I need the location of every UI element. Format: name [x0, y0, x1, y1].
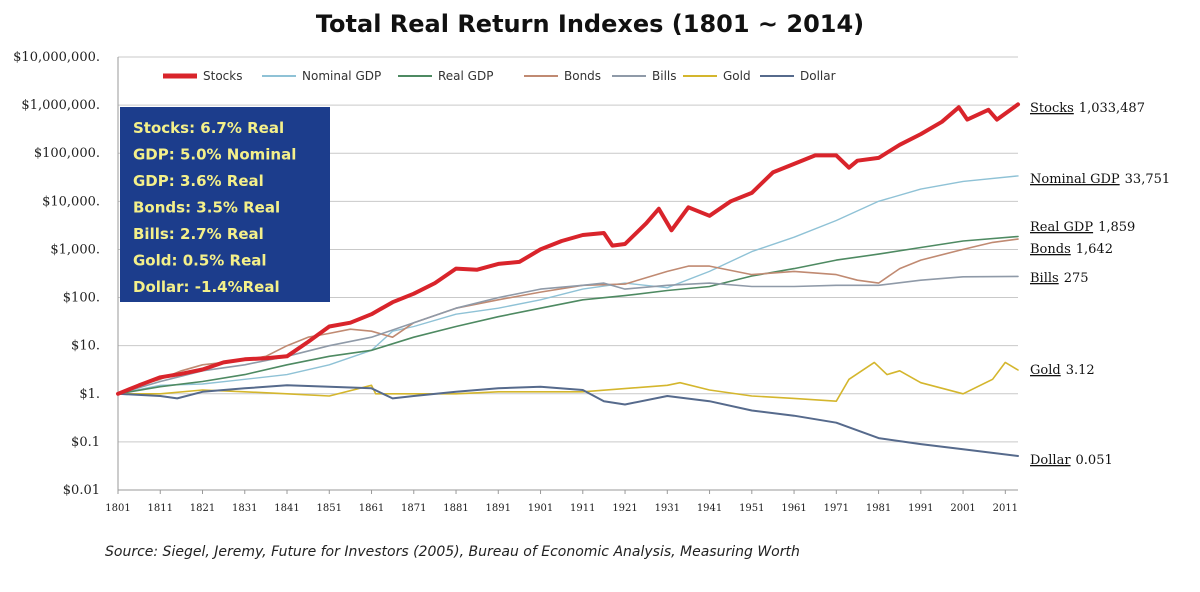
end-label-stocks: Stocks 1,033,487: [1030, 101, 1145, 116]
x-tick-label: 1891: [486, 503, 511, 514]
legend-label-gold: Gold: [723, 69, 751, 83]
end-label-bonds: Bonds 1,642: [1030, 242, 1113, 257]
end-label-name: Real GDP: [1030, 220, 1093, 235]
x-tick-label: 1921: [612, 503, 637, 514]
x-tick-label: 1971: [824, 503, 849, 514]
legend-label-bills: Bills: [652, 69, 677, 83]
x-tick-label: 1831: [232, 503, 257, 514]
x-tick-label: 2011: [993, 503, 1018, 514]
stats-line: GDP: 5.0% Nominal: [133, 146, 296, 164]
end-label-dollar: Dollar 0.051: [1030, 453, 1113, 468]
x-tick-label: 1941: [697, 503, 722, 514]
y-tick-label: $10,000,000.: [13, 50, 100, 65]
legend-label-bonds: Bonds: [564, 69, 601, 83]
end-labels: Stocks 1,033,487 Nominal GDP 33,751 Real GDP…: [1030, 101, 1170, 468]
y-tick-label: $10,000.: [42, 194, 100, 209]
end-label-value: 275: [1064, 271, 1089, 286]
series-lines: [116, 102, 1020, 457]
x-tick-label: 1861: [359, 503, 384, 514]
x-tick-label: 1961: [781, 503, 806, 514]
end-label-value: 33,751: [1125, 172, 1171, 187]
legend-label-nominal-gdp: Nominal GDP: [302, 69, 381, 83]
x-tick-label: 1841: [274, 503, 299, 514]
x-tick-label: 2001: [950, 503, 975, 514]
x-tick-label: 1871: [401, 503, 426, 514]
x-tick-label: 1931: [655, 503, 680, 514]
x-tick-label: 1901: [528, 503, 553, 514]
x-tick-label: 1981: [866, 503, 891, 514]
end-label-name: Gold: [1030, 363, 1061, 378]
source-note: Source: Siegel, Jeremy, Future for Inves…: [105, 544, 800, 560]
y-axis: $10,000,000. $1,000,000. $100,000. $10,000.…: [13, 50, 119, 498]
legend-label-dollar: Dollar: [800, 69, 836, 83]
end-label-value: 1,642: [1076, 242, 1113, 257]
end-label-value: 1,859: [1098, 220, 1135, 235]
y-tick-label: $0.01: [63, 483, 100, 498]
end-label-value: 1,033,487: [1079, 101, 1145, 116]
legend-label-stocks: Stocks: [203, 69, 242, 83]
x-tick-label: 1811: [148, 503, 173, 514]
x-tick-label: 1881: [443, 503, 468, 514]
y-tick-label: $1,000,000.: [21, 98, 100, 113]
stats-line: Bills: 2.7% Real: [133, 225, 264, 243]
y-tick-label: $0.1: [71, 435, 100, 450]
y-tick-label: $10.: [71, 339, 100, 354]
legend: Stocks Nominal GDP Real GDP Bonds Bills Gold D…: [163, 69, 836, 83]
stats-line: Bonds: 3.5% Real: [133, 199, 280, 217]
end-label-name: Dollar: [1030, 453, 1071, 468]
end-label-bills: Bills 275: [1030, 271, 1089, 286]
x-tick-label: 1821: [190, 503, 215, 514]
end-label-value: 0.051: [1076, 453, 1113, 468]
series-line-dollar: [117, 384, 1019, 457]
y-tick-label: $100.: [63, 291, 100, 306]
end-label-name: Stocks: [1030, 101, 1074, 116]
x-tick-label: 1851: [317, 503, 342, 514]
chart-title: Total Real Return Indexes (1801 ~ 2014): [316, 10, 864, 38]
stats-line: Dollar: -1.4%Real: [133, 278, 280, 296]
y-tick-label: $1,000.: [50, 242, 100, 257]
end-label-real-gdp: Real GDP 1,859: [1030, 220, 1135, 235]
y-tick-label: $100,000.: [34, 146, 100, 161]
series-line-real-gdp: [117, 235, 1019, 395]
stats-box-background: [120, 107, 330, 302]
x-tick-label: 1801: [105, 503, 130, 514]
series-line-gold: [117, 361, 1019, 402]
end-label-name: Bonds: [1030, 242, 1071, 257]
end-label-gold: Gold 3.12: [1030, 363, 1095, 378]
x-tick-label: 1991: [908, 503, 933, 514]
end-label-name: Nominal GDP: [1030, 172, 1120, 187]
stats-box: Stocks: 6.7% Real GDP: 5.0% Nominal GDP: 3…: [120, 107, 330, 302]
y-tick-label: $1.: [79, 387, 100, 402]
end-label-name: Bills: [1030, 271, 1059, 286]
stats-line: GDP: 3.6% Real: [133, 172, 264, 190]
legend-label-real-gdp: Real GDP: [438, 69, 493, 83]
end-label-value: 3.12: [1066, 363, 1095, 378]
series-line-nominal-gdp: [117, 175, 1019, 395]
x-axis: 1801 1811 1821 1831 1841 1851 1861 1871 1881 1891…: [105, 489, 1018, 514]
x-tick-label: 1951: [739, 503, 764, 514]
end-label-nominal-gdp: Nominal GDP 33,751: [1030, 172, 1170, 187]
series-line-stocks: [116, 102, 1020, 396]
stats-line: Gold: 0.5% Real: [133, 252, 267, 270]
stats-line: Stocks: 6.7% Real: [133, 119, 284, 137]
x-tick-label: 1911: [570, 503, 595, 514]
